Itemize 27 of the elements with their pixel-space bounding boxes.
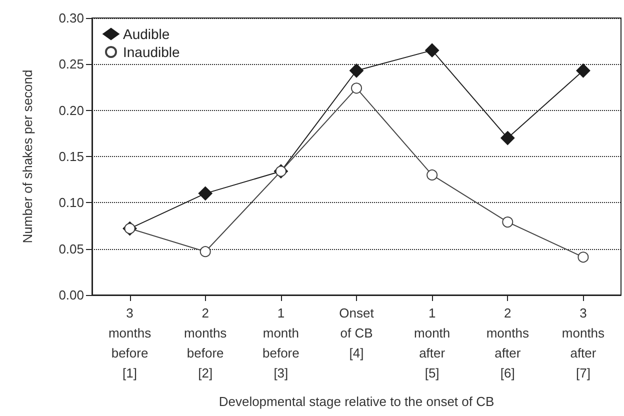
x-tick-label: 3 months after [7] <box>562 306 606 380</box>
y-tick-label: 0.20 <box>58 102 84 118</box>
point <box>198 186 212 200</box>
point <box>576 64 590 78</box>
y-tick-label: 0.25 <box>58 56 84 72</box>
x-tick-label: Onset of CB [4] <box>339 306 374 360</box>
point <box>200 246 211 258</box>
x-tick-label: 1 month before [3] <box>262 306 300 380</box>
y-axis-title: Number of shakes per second <box>20 70 35 244</box>
y-tick-label: 0.15 <box>58 149 84 164</box>
x-axis-title: Developmental stage relative to the onset of CB <box>218 394 494 409</box>
legend-label: Inaudible <box>123 44 180 60</box>
x-tick-label: 2 months before [2] <box>184 306 228 380</box>
y-tick-label: 0.10 <box>58 195 84 210</box>
point <box>425 43 440 58</box>
x-tick-label: 1 month after [5] <box>414 306 450 380</box>
point <box>350 64 364 78</box>
y-tick-label: 0.00 <box>58 288 84 302</box>
point <box>500 131 515 146</box>
point <box>426 169 438 180</box>
x-tick-label: 3 months before [1] <box>108 306 152 380</box>
point <box>351 82 362 94</box>
y-tick-label: 0.05 <box>58 241 84 256</box>
legend-label: Audible <box>123 26 170 42</box>
point <box>502 216 514 228</box>
x-tick-label: 2 months after [6] <box>486 306 530 380</box>
y-tick-label: 0.30 <box>58 10 84 26</box>
